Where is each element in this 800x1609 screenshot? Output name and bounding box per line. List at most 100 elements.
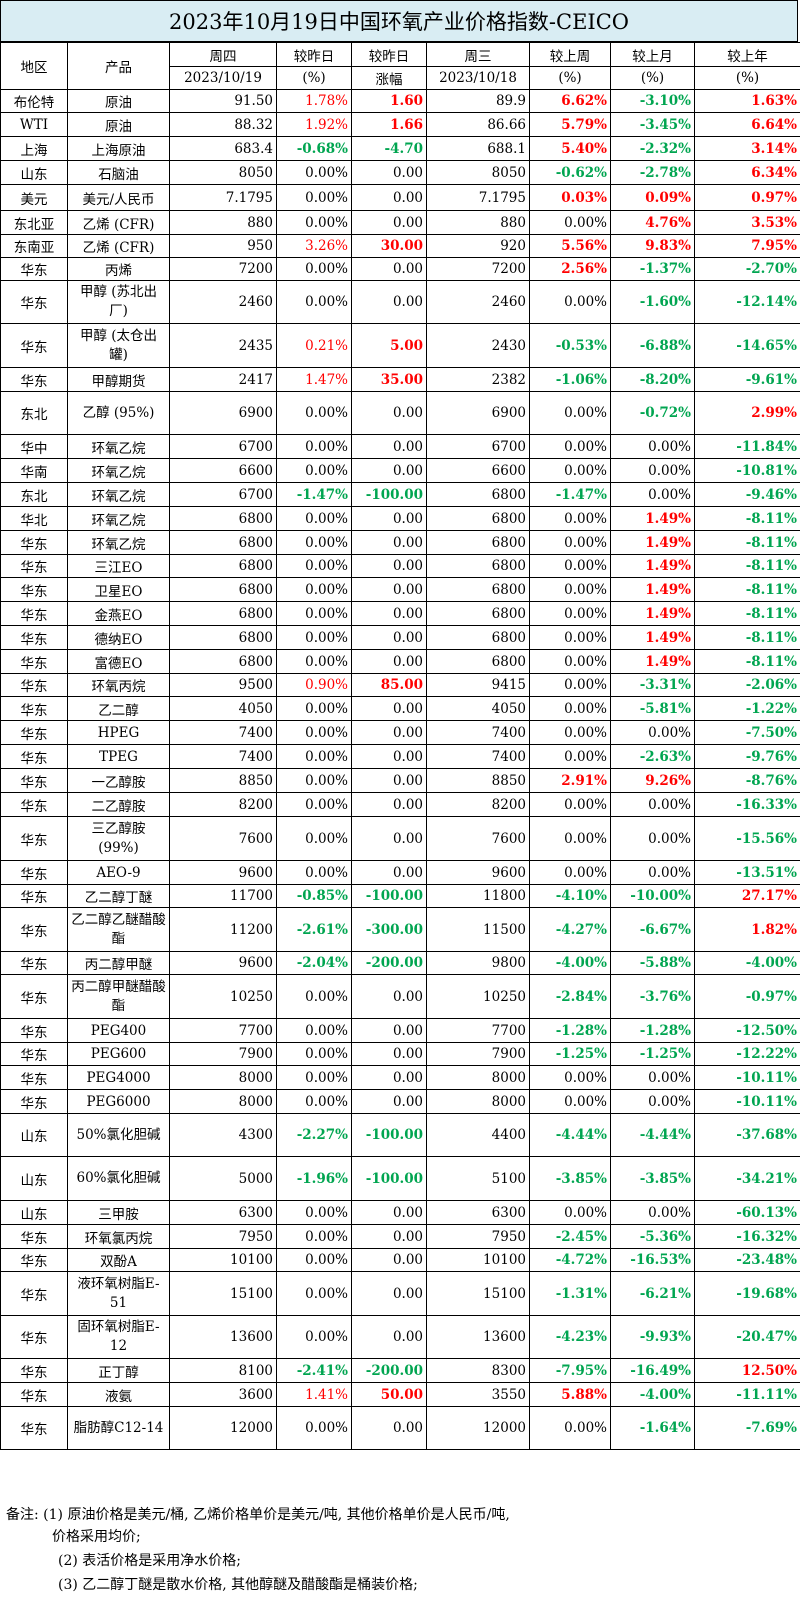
cell-chg-abs: 1.66: [351, 112, 427, 137]
table-row: 山东 石脑油 8050 0.00% 0.00 8050 -0.62% -2.78% 6.34%: [0, 160, 800, 185]
header-wed: 周三: [426, 42, 530, 67]
cell-product: 液氨: [67, 1382, 170, 1407]
cell-product: 乙二醇乙醚醋酸酯: [67, 907, 170, 952]
cell-wed-price: 7.1795: [426, 184, 530, 211]
cell-week-chg: 2.56%: [529, 257, 611, 281]
cell-wed-price: 2430: [426, 323, 530, 368]
cell-year-chg: -23.48%: [694, 1248, 800, 1272]
cell-chg-pct: -2.27%: [276, 1113, 352, 1157]
cell-wed-price: 7600: [426, 816, 530, 861]
cell-year-chg: -10.11%: [694, 1089, 800, 1114]
cell-region: 华东: [0, 1358, 68, 1383]
cell-wed-price: 7400: [426, 744, 530, 769]
cell-year-chg: -8.11%: [694, 577, 800, 602]
cell-chg-abs: 0.00: [351, 391, 427, 435]
cell-year-chg: -11.84%: [694, 434, 800, 459]
header-week-unit: (%): [529, 66, 611, 90]
table-row: 华东 甲醇期货 2417 1.47% 35.00 2382 -1.06% -8.20% -9.6…: [0, 367, 800, 392]
cell-region: 华东: [0, 696, 68, 721]
cell-thu-price: 12000: [169, 1406, 277, 1450]
cell-product: 丙二醇甲醚醋酸酯: [67, 974, 170, 1019]
cell-chg-abs: 0.00: [351, 1065, 427, 1090]
cell-product: 环氧乙烷: [67, 482, 170, 507]
cell-product: 甲醇期货: [67, 367, 170, 392]
cell-region: 华东: [0, 1042, 68, 1066]
cell-year-chg: -8.11%: [694, 601, 800, 626]
cell-thu-price: 8000: [169, 1065, 277, 1090]
cell-week-chg: -1.28%: [529, 1018, 611, 1043]
header-chg-pct: 较昨日: [276, 42, 352, 67]
cell-wed-price: 7400: [426, 720, 530, 745]
note-3: (3) 乙二醇丁醚是散水价格, 其他醇醚及醋酸酯是桶装价格;: [58, 1577, 418, 1593]
cell-region: 山东: [0, 1156, 68, 1201]
table-row: 东北亚 乙烯 (CFR) 880 0.00% 0.00 880 0.00% 4.76% 3.53…: [0, 210, 800, 235]
cell-thu-price: 880: [169, 210, 277, 235]
cell-chg-pct: 0.00%: [276, 860, 352, 885]
cell-week-chg: 0.00%: [529, 649, 611, 674]
cell-thu-price: 11700: [169, 884, 277, 908]
cell-month-chg: -8.20%: [610, 367, 695, 392]
cell-thu-price: 13600: [169, 1315, 277, 1359]
cell-chg-pct: 0.00%: [276, 184, 352, 211]
cell-product: 甲醇 (太仓出罐): [67, 323, 170, 368]
cell-thu-price: 5000: [169, 1156, 277, 1201]
table-row: 华东 乙二醇 4050 0.00% 0.00 4050 0.00% -5.81% -1.22%: [0, 696, 800, 721]
cell-chg-pct: 0.00%: [276, 530, 352, 555]
cell-region: 华南: [0, 458, 68, 483]
cell-week-chg: 0.00%: [529, 744, 611, 769]
cell-region: 华东: [0, 1248, 68, 1272]
cell-chg-abs: 0.00: [351, 649, 427, 674]
table-row: 华东 乙二醇乙醚醋酸酯 11200 -2.61% -300.00 11500 -4.27% -…: [0, 907, 800, 952]
cell-product: 液环氧树脂E-51: [67, 1271, 170, 1316]
cell-wed-price: 13600: [426, 1315, 530, 1359]
cell-month-chg: -1.60%: [610, 280, 695, 324]
cell-wed-price: 11500: [426, 907, 530, 952]
table-row: 华东 卫星EO 6800 0.00% 0.00 6800 0.00% 1.49% -8.11%: [0, 577, 800, 602]
table-row: 华东 富德EO 6800 0.00% 0.00 6800 0.00% 1.49% -8.11%: [0, 649, 800, 674]
cell-region: 山东: [0, 1113, 68, 1157]
cell-week-chg: 0.00%: [529, 1089, 611, 1114]
table-row: 华东 液环氧树脂E-51 15100 0.00% 0.00 15100 -1.31% -6.2…: [0, 1271, 800, 1316]
cell-chg-abs: 0.00: [351, 1248, 427, 1272]
header-row-1: 地区 产品 周四 较昨日 较昨日 周三 较上周 较上月 较上年: [0, 42, 800, 90]
cell-region: 华东: [0, 554, 68, 578]
cell-year-chg: -8.76%: [694, 768, 800, 793]
cell-chg-abs: 0.00: [351, 458, 427, 483]
cell-thu-price: 8100: [169, 1358, 277, 1383]
cell-region: 华东: [0, 649, 68, 674]
cell-week-chg: -4.72%: [529, 1248, 611, 1272]
cell-week-chg: -2.45%: [529, 1224, 611, 1249]
cell-month-chg: -0.72%: [610, 391, 695, 435]
cell-region: 华中: [0, 434, 68, 459]
table-row: 山东 60%氯化胆碱 5000 -1.96% -100.00 5100 -3.85% -3.8…: [0, 1156, 800, 1201]
cell-chg-pct: 0.21%: [276, 323, 352, 368]
cell-thu-price: 8200: [169, 792, 277, 817]
table-row: 华东 PEG4000 8000 0.00% 0.00 8000 0.00% 0.00% -10.…: [0, 1065, 800, 1090]
cell-month-chg: -10.00%: [610, 884, 695, 908]
cell-chg-pct: 0.00%: [276, 1406, 352, 1450]
header-thu: 周四: [169, 42, 277, 67]
cell-product: 卫星EO: [67, 577, 170, 602]
cell-month-chg: -1.64%: [610, 1406, 695, 1450]
cell-chg-pct: 0.00%: [276, 696, 352, 721]
cell-region: 华东: [0, 860, 68, 885]
cell-month-chg: 1.49%: [610, 577, 695, 602]
cell-chg-pct: 0.00%: [276, 458, 352, 483]
cell-thu-price: 7400: [169, 720, 277, 745]
table-row: 华东 三乙醇胺 (99%) 7600 0.00% 0.00 7600 0.00% 0.00% -…: [0, 816, 800, 861]
cell-week-chg: 2.91%: [529, 768, 611, 793]
cell-month-chg: -2.63%: [610, 744, 695, 769]
table-row: 东北 环氧乙烷 6700 -1.47% -100.00 6800 -1.47% 0.00% -9…: [0, 482, 800, 507]
cell-week-chg: -0.53%: [529, 323, 611, 368]
cell-month-chg: -3.85%: [610, 1156, 695, 1201]
cell-month-chg: -2.78%: [610, 160, 695, 185]
cell-chg-pct: -0.85%: [276, 884, 352, 908]
cell-chg-pct: 0.00%: [276, 601, 352, 626]
cell-wed-price: 8850: [426, 768, 530, 793]
cell-product: 二乙醇胺: [67, 792, 170, 817]
cell-year-chg: 1.63%: [694, 89, 800, 113]
table-row: 华东 德纳EO 6800 0.00% 0.00 6800 0.00% 1.49% -8.11%: [0, 625, 800, 650]
cell-year-chg: -2.70%: [694, 257, 800, 281]
cell-chg-abs: -100.00: [351, 482, 427, 507]
cell-thu-price: 6700: [169, 434, 277, 459]
